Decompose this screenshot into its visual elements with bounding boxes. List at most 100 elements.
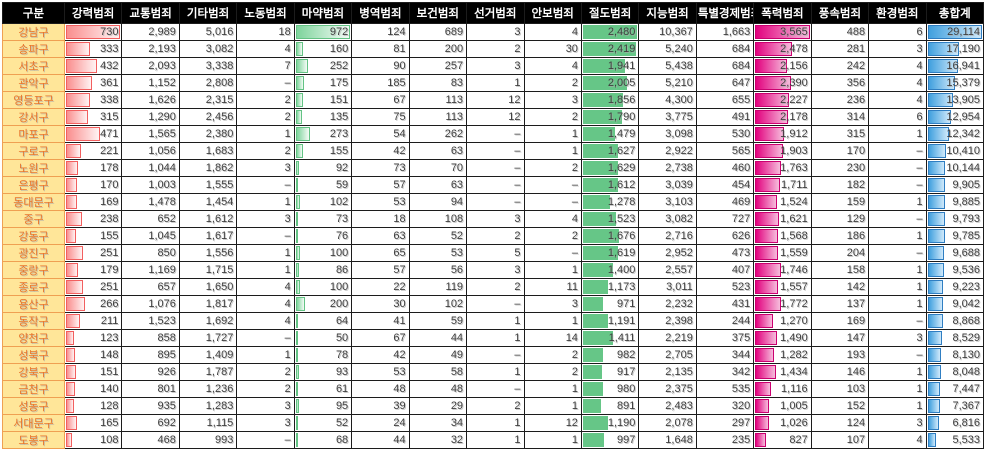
value-cell[interactable]: 10,367 xyxy=(638,23,697,41)
value-cell[interactable]: 3 xyxy=(236,414,295,432)
value-cell[interactable]: 53 xyxy=(408,244,468,262)
value-cell[interactable]: 8,130 xyxy=(925,346,985,364)
value-cell[interactable]: 7,447 xyxy=(925,380,985,398)
value-cell[interactable]: 1,003 xyxy=(121,176,180,194)
value-cell[interactable]: 801 xyxy=(121,380,180,398)
value-cell[interactable]: 1,409 xyxy=(178,346,238,364)
value-cell[interactable]: 11 xyxy=(523,278,582,296)
value-cell[interactable]: 10,144 xyxy=(925,159,985,177)
value-cell[interactable]: – xyxy=(466,346,525,364)
value-cell[interactable]: 2 xyxy=(466,40,525,58)
value-cell[interactable]: 4 xyxy=(868,91,927,109)
value-cell[interactable]: 159 xyxy=(810,193,870,211)
value-cell[interactable]: 64 xyxy=(293,312,353,330)
value-cell[interactable]: 1,746 xyxy=(753,261,812,279)
value-cell[interactable]: 65 xyxy=(351,244,410,262)
value-cell[interactable]: 9,905 xyxy=(925,176,985,194)
value-cell[interactable]: 193 xyxy=(810,346,870,364)
column-header-1[interactable]: 강력범죄 xyxy=(63,2,123,24)
value-cell[interactable]: 2 xyxy=(523,74,582,92)
value-cell[interactable]: 1 xyxy=(523,312,582,330)
value-cell[interactable]: 1,903 xyxy=(753,142,812,160)
value-cell[interactable]: – xyxy=(868,176,927,194)
value-cell[interactable]: 2 xyxy=(236,108,295,126)
value-cell[interactable]: 178 xyxy=(63,159,123,177)
value-cell[interactable]: 1 xyxy=(868,380,927,398)
district-cell[interactable]: 광진구 xyxy=(2,244,65,262)
district-cell[interactable]: 영등포구 xyxy=(2,91,65,109)
column-header-4[interactable]: 노동범죄 xyxy=(236,2,295,24)
value-cell[interactable]: 1 xyxy=(466,329,525,347)
value-cell[interactable]: 1 xyxy=(868,278,927,296)
value-cell[interactable]: 1,479 xyxy=(580,125,640,143)
value-cell[interactable]: 50 xyxy=(293,329,353,347)
value-cell[interactable]: 1,045 xyxy=(121,227,180,245)
value-cell[interactable]: 53 xyxy=(351,363,410,381)
value-cell[interactable]: 124 xyxy=(810,414,870,432)
value-cell[interactable]: 1,683 xyxy=(178,142,238,160)
value-cell[interactable]: 971 xyxy=(580,295,640,313)
value-cell[interactable]: 2 xyxy=(236,363,295,381)
value-cell[interactable]: 235 xyxy=(695,431,755,449)
value-cell[interactable]: 2,078 xyxy=(638,414,697,432)
column-header-15[interactable]: 환경범죄 xyxy=(868,2,927,24)
value-cell[interactable]: 281 xyxy=(810,40,870,58)
value-cell[interactable]: 273 xyxy=(293,125,353,143)
value-cell[interactable]: 165 xyxy=(63,414,123,432)
value-cell[interactable]: 473 xyxy=(695,244,755,262)
value-cell[interactable]: 147 xyxy=(810,329,870,347)
value-cell[interactable]: 155 xyxy=(63,227,123,245)
value-cell[interactable]: – xyxy=(236,227,295,245)
value-cell[interactable]: 2,005 xyxy=(580,74,640,92)
value-cell[interactable]: 4 xyxy=(523,57,582,75)
value-cell[interactable]: 29 xyxy=(408,397,468,415)
value-cell[interactable]: 1 xyxy=(236,261,295,279)
value-cell[interactable]: 972 xyxy=(293,23,353,41)
value-cell[interactable]: 2,716 xyxy=(638,227,697,245)
value-cell[interactable]: 1,790 xyxy=(580,108,640,126)
value-cell[interactable]: 244 xyxy=(695,312,755,330)
value-cell[interactable]: 1,478 xyxy=(121,193,180,211)
value-cell[interactable]: 827 xyxy=(753,431,812,449)
column-header-14[interactable]: 풍속범죄 xyxy=(810,2,870,24)
value-cell[interactable]: 2,135 xyxy=(638,363,697,381)
value-cell[interactable]: 2,478 xyxy=(753,40,812,58)
value-cell[interactable]: 67 xyxy=(351,329,410,347)
value-cell[interactable]: 1,169 xyxy=(121,261,180,279)
column-header-9[interactable]: 안보범죄 xyxy=(523,2,582,24)
value-cell[interactable]: 1,862 xyxy=(178,159,238,177)
value-cell[interactable]: – xyxy=(868,244,927,262)
value-cell[interactable]: 1,676 xyxy=(580,227,640,245)
value-cell[interactable]: 78 xyxy=(293,346,353,364)
value-cell[interactable]: 3,103 xyxy=(638,193,697,211)
value-cell[interactable]: 1,650 xyxy=(178,278,238,296)
value-cell[interactable]: 24 xyxy=(351,414,410,432)
value-cell[interactable]: 2,219 xyxy=(638,329,697,347)
value-cell[interactable]: 152 xyxy=(810,397,870,415)
column-header-3[interactable]: 기타범죄 xyxy=(178,2,238,24)
column-header-7[interactable]: 보건범죄 xyxy=(408,2,468,24)
value-cell[interactable]: 2 xyxy=(236,380,295,398)
value-cell[interactable]: 535 xyxy=(695,380,755,398)
value-cell[interactable]: 1 xyxy=(868,227,927,245)
value-cell[interactable]: 169 xyxy=(810,312,870,330)
value-cell[interactable]: 102 xyxy=(408,295,468,313)
value-cell[interactable]: 2,156 xyxy=(753,57,812,75)
value-cell[interactable]: 1,619 xyxy=(580,244,640,262)
value-cell[interactable]: 3 xyxy=(523,91,582,109)
value-cell[interactable]: 34 xyxy=(408,414,468,432)
value-cell[interactable]: 1 xyxy=(868,125,927,143)
value-cell[interactable]: 63 xyxy=(408,142,468,160)
value-cell[interactable]: 2,315 xyxy=(178,91,238,109)
value-cell[interactable]: 107 xyxy=(810,431,870,449)
district-cell[interactable]: 강동구 xyxy=(2,227,65,245)
value-cell[interactable]: 1,787 xyxy=(178,363,238,381)
value-cell[interactable]: 9,688 xyxy=(925,244,985,262)
value-cell[interactable]: 1,629 xyxy=(580,159,640,177)
value-cell[interactable]: 39 xyxy=(351,397,410,415)
value-cell[interactable]: 148 xyxy=(63,346,123,364)
value-cell[interactable]: 3 xyxy=(868,329,927,347)
value-cell[interactable]: 626 xyxy=(695,227,755,245)
value-cell[interactable]: 41 xyxy=(351,312,410,330)
value-cell[interactable]: 454 xyxy=(695,176,755,194)
